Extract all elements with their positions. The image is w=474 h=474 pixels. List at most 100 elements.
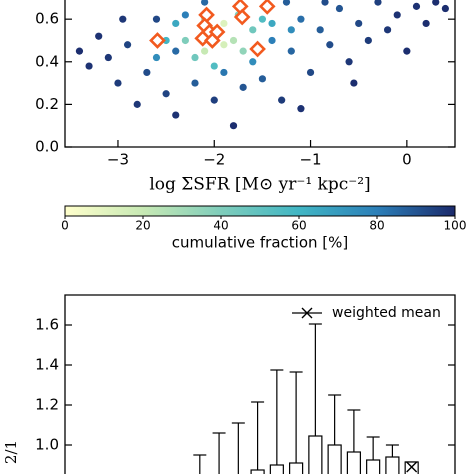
colorbar-tick-label: 60 <box>291 219 306 233</box>
x-tick-label: −3 <box>107 151 129 169</box>
point <box>432 0 440 6</box>
scatter-panel <box>75 0 449 130</box>
point <box>306 68 315 77</box>
point <box>383 26 392 34</box>
point <box>152 15 161 23</box>
point <box>335 4 344 13</box>
colorbar-tick-label: 20 <box>135 219 150 233</box>
box <box>346 451 361 474</box>
point <box>210 96 218 104</box>
point <box>345 58 353 66</box>
point <box>422 19 430 28</box>
point <box>162 36 170 45</box>
point <box>181 36 189 45</box>
point <box>229 122 238 130</box>
point <box>287 47 295 55</box>
y-tick-label: 0.2 <box>35 95 59 113</box>
point <box>258 15 267 23</box>
point <box>364 36 372 45</box>
x-tick-label: 0 <box>402 151 412 169</box>
point <box>95 32 103 40</box>
point <box>355 19 363 28</box>
highlight-point <box>203 32 221 49</box>
colorbar-tick-label: 40 <box>213 219 228 233</box>
x-axis-label: log ΣSFR [M⊙ yr⁻¹ kpc⁻²] <box>149 175 370 195</box>
y-tick-label: 0.6 <box>35 10 59 28</box>
point <box>119 15 127 23</box>
y-tick-label: 1.6 <box>35 316 59 334</box>
annotations: log ΣSFR [M⊙ yr⁻¹ kpc⁻²] cumulative frac… <box>2 175 371 465</box>
box <box>385 456 400 474</box>
axes-frame <box>64 0 456 148</box>
box <box>366 459 381 474</box>
point <box>85 62 93 70</box>
point <box>249 26 257 34</box>
highlight-point <box>233 8 251 26</box>
point <box>278 96 286 104</box>
point <box>350 79 358 87</box>
legend-marker <box>301 307 313 319</box>
box <box>250 469 265 474</box>
point <box>326 41 334 49</box>
point <box>172 19 180 28</box>
box <box>289 462 304 474</box>
point <box>282 0 291 6</box>
point <box>220 68 228 77</box>
highlight-point <box>258 0 276 15</box>
highlight-point <box>149 32 166 49</box>
colorbar-tick-label: 100 <box>444 219 467 233</box>
point <box>201 47 209 55</box>
point <box>321 0 329 6</box>
point <box>181 11 189 19</box>
point <box>258 75 267 83</box>
box <box>269 464 284 474</box>
point <box>403 47 411 55</box>
y-axis-label: 2/1 <box>2 440 20 464</box>
point <box>220 41 228 49</box>
highlight-point <box>249 40 266 58</box>
y-tick-label: 1.0 <box>35 436 59 454</box>
point <box>268 36 276 45</box>
point <box>172 47 180 55</box>
box <box>327 444 342 474</box>
point <box>287 26 295 34</box>
point <box>220 19 228 28</box>
point <box>75 47 84 55</box>
point <box>316 26 324 34</box>
point <box>114 79 122 87</box>
legend-label: weighted mean <box>332 305 441 321</box>
mean-marker <box>406 461 418 473</box>
point <box>123 41 132 49</box>
box-panel <box>193 323 419 474</box>
point <box>374 0 382 6</box>
point <box>249 58 257 66</box>
point <box>441 4 449 13</box>
point <box>393 11 401 19</box>
highlight-point <box>194 30 212 47</box>
point <box>412 2 421 10</box>
point <box>104 53 112 62</box>
y-tick-label: 1.2 <box>35 396 59 414</box>
colorbar <box>64 205 456 217</box>
point <box>152 53 161 62</box>
point <box>268 19 276 28</box>
x-tick-label: −2 <box>203 151 225 169</box>
y-tick-label: 0.4 <box>35 52 59 70</box>
point <box>210 62 218 70</box>
colorbar-tick-label: 80 <box>369 219 384 233</box>
point <box>143 68 151 77</box>
point <box>239 83 247 91</box>
x-tick-label: −1 <box>299 151 321 169</box>
point <box>172 111 180 119</box>
colorbar-label: cumulative fraction [%] <box>172 234 349 252</box>
point <box>191 53 199 62</box>
point <box>201 0 209 6</box>
colorbar-tick-label: 0 <box>61 219 69 233</box>
point <box>162 90 170 98</box>
y-tick-label: 0.0 <box>35 138 59 156</box>
point <box>229 36 238 45</box>
point <box>191 79 199 87</box>
box <box>308 435 323 474</box>
y-tick-label: 1.4 <box>35 356 59 374</box>
